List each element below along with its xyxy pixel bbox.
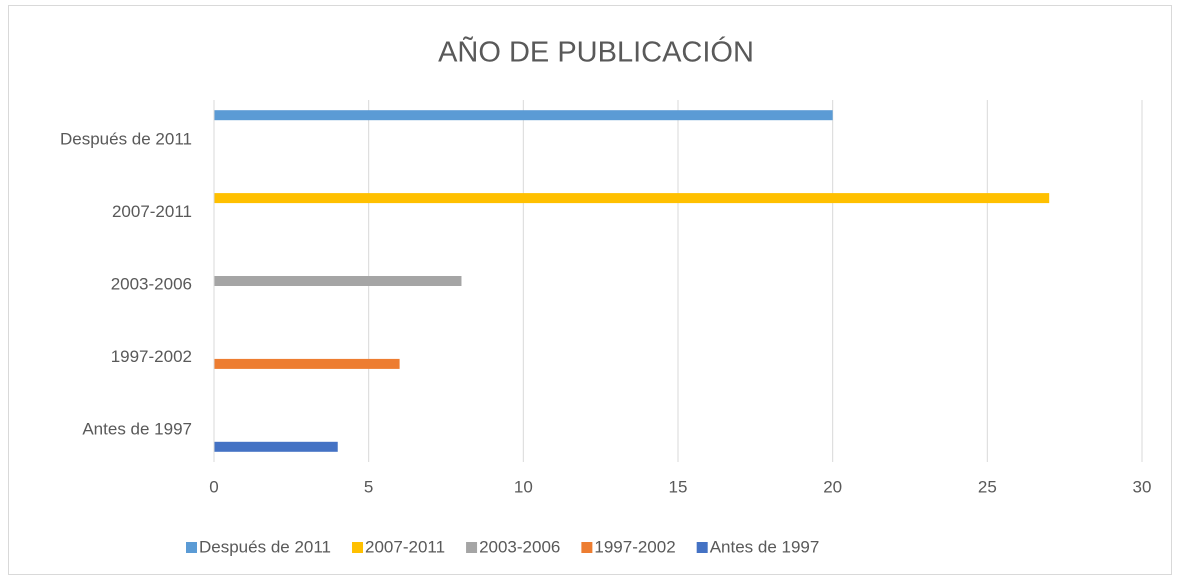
legend-swatch [696, 542, 708, 553]
legend-label: Después de 2011 [199, 537, 331, 556]
x-tick-label: 10 [514, 477, 533, 496]
legend-label: Antes de 1997 [710, 537, 820, 556]
legend-swatch [466, 542, 478, 553]
chart-title: AÑO DE PUBLICACIÓN [438, 35, 754, 69]
legend-swatch [186, 542, 197, 553]
legend-label: 1997-2002 [594, 537, 675, 556]
y-tick-label: 2003-2006 [111, 274, 192, 293]
bar [214, 441, 338, 452]
x-tick-label: 0 [209, 477, 218, 496]
bar [214, 193, 1050, 204]
y-tick-label: 2007-2011 [112, 202, 192, 221]
y-tick-label: Antes de 1997 [82, 419, 192, 438]
x-tick-label: 20 [823, 477, 842, 496]
y-tick-label: 1997-2002 [111, 347, 192, 366]
x-tick-label: 30 [1133, 477, 1152, 496]
bar [214, 358, 400, 369]
chart-border [8, 5, 1172, 575]
bar [214, 276, 462, 286]
x-tick-label: 5 [364, 477, 373, 496]
y-tick-label: Después de 2011 [60, 130, 192, 149]
x-tick-label: 15 [669, 477, 688, 496]
legend-swatch [352, 542, 364, 553]
legend-label: 2007-2011 [365, 537, 445, 556]
x-tick-label: 25 [978, 477, 997, 496]
bar [214, 110, 833, 121]
legend-swatch [581, 542, 593, 553]
legend-label: 2003-2006 [479, 537, 560, 556]
